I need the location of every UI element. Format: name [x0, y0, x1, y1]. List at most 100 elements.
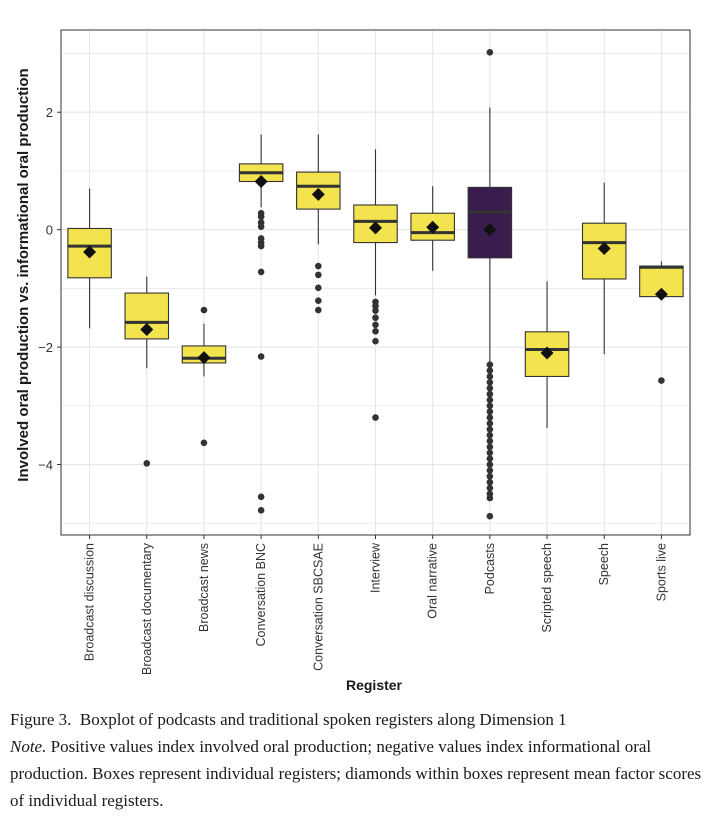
- mean-diamond: [369, 221, 382, 235]
- y-tick-label: 2: [46, 105, 53, 120]
- figure-title: Boxplot of podcasts and traditional spok…: [79, 710, 567, 729]
- outlier-point: [372, 302, 379, 310]
- outlier-point: [257, 223, 265, 231]
- x-tick-label: Broadcast news: [197, 543, 211, 632]
- figure-label: Figure 3.: [10, 710, 72, 729]
- box-interview: [353, 149, 398, 421]
- outlier-point: [486, 437, 494, 445]
- outlier-point: [486, 367, 494, 374]
- figure-note: Note. Positive values index involved ora…: [10, 733, 702, 814]
- mean-diamond: [83, 245, 97, 259]
- outlier-point: [486, 455, 494, 462]
- outlier-point: [315, 271, 322, 279]
- box-broadcast-documentary: [124, 276, 170, 467]
- outlier-point: [486, 467, 494, 474]
- outlier-point: [257, 493, 265, 501]
- figure-caption: Figure 3. Boxplot of podcasts and tradit…: [10, 706, 702, 814]
- mean-diamond: [311, 187, 325, 201]
- outlier-point: [257, 213, 265, 221]
- outlier-point: [200, 439, 208, 447]
- outlier-point: [257, 268, 265, 276]
- x-tick-label: Interview: [369, 542, 383, 593]
- outlier-point: [315, 297, 322, 305]
- outlier-point: [486, 431, 494, 439]
- box-podcasts: [467, 49, 513, 520]
- figure-title-line: Figure 3. Boxplot of podcasts and tradit…: [10, 706, 702, 733]
- mean-diamond: [483, 223, 497, 237]
- outlier-point: [486, 390, 494, 398]
- box-conversation-sbcsae: [296, 134, 341, 314]
- outlier-point: [486, 494, 494, 502]
- outlier-point: [372, 321, 379, 329]
- outlier-point: [372, 337, 379, 345]
- outlier-point: [143, 460, 151, 467]
- x-tick-label: Sports live: [654, 543, 668, 601]
- outlier-point: [486, 478, 494, 486]
- outlier-point: [486, 361, 494, 369]
- outlier-point: [486, 408, 494, 415]
- outlier-point: [486, 49, 494, 56]
- box-broadcast-discussion: [67, 188, 112, 329]
- outlier-point: [315, 262, 322, 270]
- box-oral-narrative: [410, 186, 455, 271]
- box-speech: [581, 182, 627, 355]
- box-conversation-bnc: [238, 134, 284, 514]
- outlier-point: [486, 484, 494, 492]
- outlier-point: [486, 420, 494, 427]
- mean-diamond: [426, 220, 440, 234]
- box-iqr: [639, 265, 684, 298]
- box-iqr: [467, 186, 513, 259]
- y-axis-label: Involved oral production vs. information…: [15, 68, 32, 481]
- outlier-point: [486, 414, 494, 421]
- outlier-point: [486, 512, 494, 520]
- outlier-point: [315, 284, 322, 292]
- mean-diamond: [197, 351, 211, 365]
- outlier-point: [257, 507, 265, 514]
- x-tick-label: Broadcast documentary: [140, 542, 154, 675]
- box-scripted-speech: [524, 281, 570, 429]
- x-tick-label: Speech: [597, 543, 611, 585]
- outlier-point: [486, 379, 494, 386]
- mean-diamond: [654, 287, 668, 301]
- outlier-point: [486, 472, 494, 480]
- x-tick-label: Conversation BNC: [254, 543, 268, 647]
- outlier-point: [486, 449, 494, 457]
- outlier-point: [372, 414, 379, 421]
- x-tick-label: Oral narrative: [426, 543, 440, 619]
- outlier-point: [315, 306, 322, 314]
- outlier-point: [486, 443, 494, 451]
- outlier-point: [486, 461, 494, 468]
- y-axis: −4 −2 0 2: [38, 105, 61, 473]
- outlier-point: [486, 396, 494, 404]
- outlier-point: [486, 373, 494, 380]
- mean-diamond: [254, 175, 268, 188]
- outlier-point: [372, 314, 379, 322]
- x-tick-label: Podcasts: [483, 543, 497, 594]
- box-sports-live: [639, 261, 684, 384]
- outlier-point: [257, 242, 265, 250]
- boxes: [67, 49, 684, 520]
- x-axis: Broadcast discussion Broadcast documentar…: [83, 535, 668, 675]
- outlier-point: [658, 377, 665, 384]
- x-axis-label: Register: [346, 677, 403, 693]
- x-tick-label: Conversation SBCSAE: [311, 543, 325, 671]
- y-tick-label: −2: [38, 340, 53, 355]
- outlier-point: [486, 426, 494, 433]
- outlier-point: [372, 307, 379, 314]
- outlier-point: [486, 402, 494, 410]
- boxplot-chart: −4 −2 0 2 Broadcast discussion Broadcast doc…: [15, 29, 691, 693]
- outlier-point: [372, 327, 379, 335]
- mean-diamond: [140, 322, 154, 336]
- y-tick-label: −4: [38, 458, 53, 473]
- note-label: Note.: [10, 737, 47, 756]
- outlier-point: [200, 306, 208, 314]
- outlier-point: [257, 353, 265, 360]
- y-tick-label: 0: [46, 223, 53, 238]
- x-tick-label: Broadcast discussion: [83, 543, 97, 661]
- mean-diamond: [597, 241, 611, 255]
- box-broadcast-news: [181, 306, 227, 447]
- note-text: Positive values index involved oral prod…: [10, 737, 702, 810]
- mean-diamond: [540, 346, 554, 360]
- x-tick-label: Scripted speech: [540, 543, 554, 633]
- outlier-point: [486, 384, 494, 392]
